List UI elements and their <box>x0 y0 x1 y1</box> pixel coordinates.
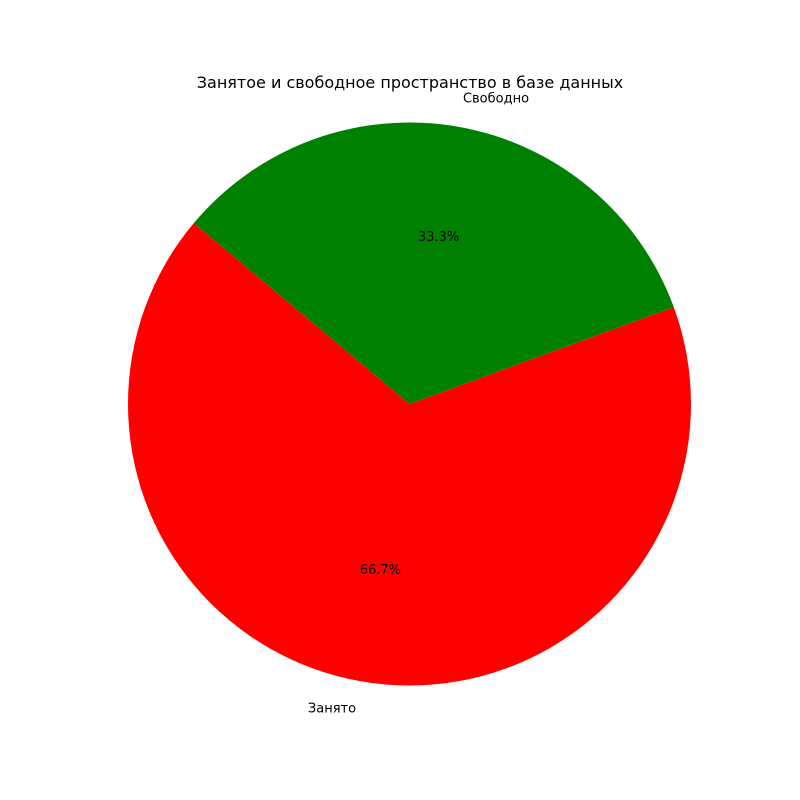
pie-slice-1 <box>193 122 674 404</box>
pie-slices <box>127 122 691 686</box>
slice-percent-0: 66.7% <box>360 563 401 578</box>
slice-label-0: Занято <box>308 702 356 717</box>
slice-label-1: Свободно <box>463 91 529 106</box>
pie-slice-0 <box>127 223 691 686</box>
chart-title: Занятое и свободное пространство в базе … <box>197 73 623 92</box>
pie-labels: Занято 66.7% Свободно 33.3% <box>308 91 529 716</box>
slice-percent-1: 33.3% <box>418 230 459 245</box>
